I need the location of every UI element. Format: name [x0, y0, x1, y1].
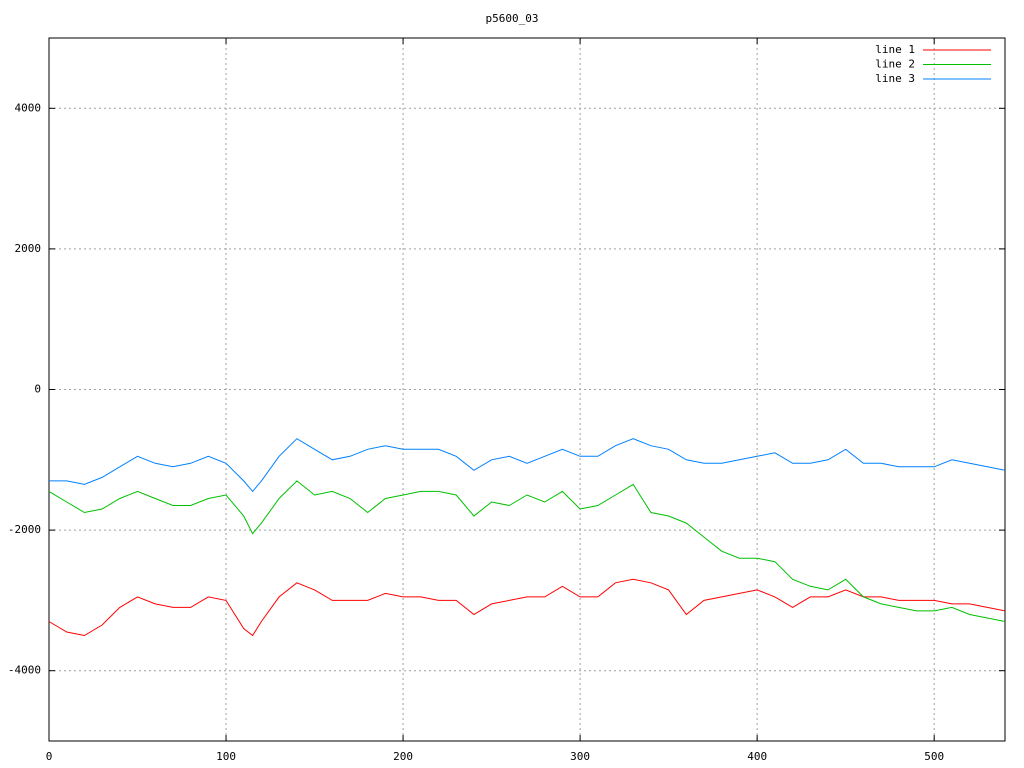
line-series: [48, 578, 1006, 637]
y-tick-label: -4000: [8, 664, 41, 677]
plot-frame: [48, 37, 1006, 742]
legend-label: line 2: [875, 58, 915, 71]
y-tick-label: 2000: [15, 242, 42, 255]
line-series: [49, 438, 1006, 493]
y-tick-label: -2000: [8, 523, 41, 536]
x-tick-label: 100: [216, 750, 236, 763]
x-tick-label: 300: [570, 750, 590, 763]
x-tick-label: 200: [393, 750, 413, 763]
chart-title: p5600_03: [486, 12, 539, 25]
line-series: [48, 480, 1006, 622]
y-tick-label: 4000: [15, 101, 42, 114]
legend-label: line 3: [875, 72, 915, 85]
x-tick-label: 500: [924, 750, 944, 763]
x-tick-label: 400: [747, 750, 767, 763]
legend-label: line 1: [875, 43, 915, 56]
x-tick-label: 0: [46, 750, 53, 763]
y-tick-label: 0: [34, 383, 41, 396]
